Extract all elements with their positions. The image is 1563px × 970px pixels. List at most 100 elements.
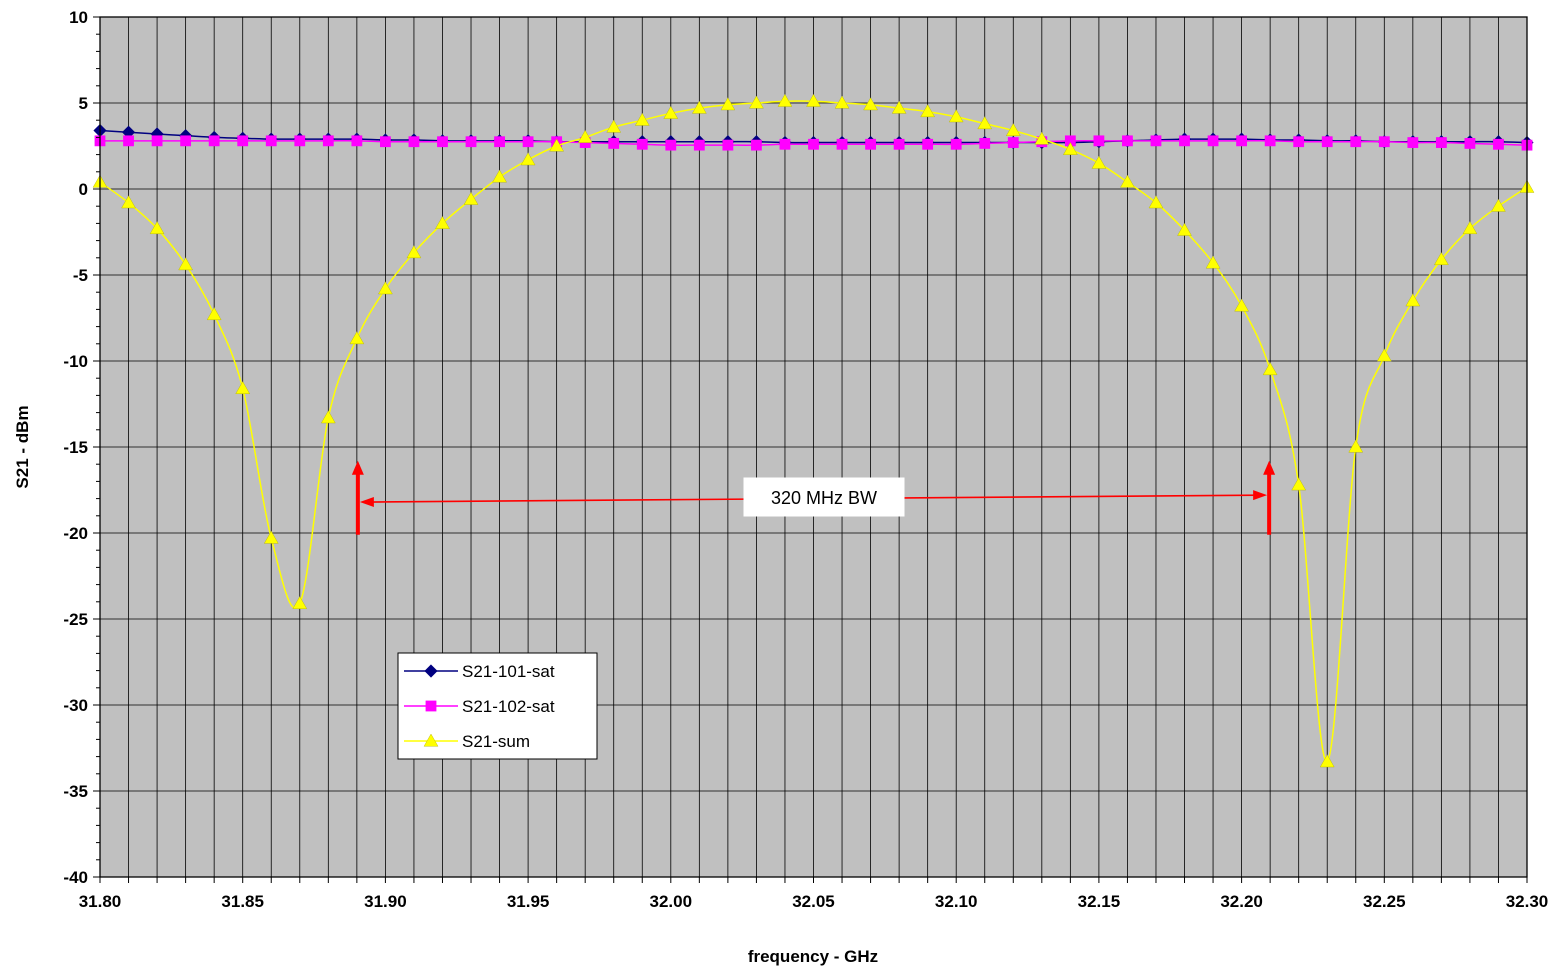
data-point xyxy=(408,136,420,148)
legend-swatch-marker xyxy=(425,700,437,712)
data-point xyxy=(977,116,993,130)
x-tick-label: 31.80 xyxy=(79,892,122,911)
data-point xyxy=(1262,362,1278,376)
y-tick-label: -20 xyxy=(63,524,88,543)
x-tick-label: 32.20 xyxy=(1220,892,1263,911)
data-point xyxy=(751,139,762,151)
data-point xyxy=(1464,138,1476,149)
x-tick-label: 31.90 xyxy=(364,892,407,911)
data-point xyxy=(1321,136,1333,148)
data-point xyxy=(1434,252,1449,265)
data-point xyxy=(948,109,964,123)
data-point xyxy=(208,135,220,147)
data-point xyxy=(722,139,734,151)
data-point xyxy=(1034,131,1050,145)
x-tick-label: 31.95 xyxy=(507,892,550,911)
data-point xyxy=(292,596,308,609)
data-point xyxy=(1205,255,1221,269)
data-point xyxy=(378,281,393,295)
data-point xyxy=(406,245,422,259)
data-point xyxy=(893,138,905,150)
data-point xyxy=(1122,135,1133,147)
right-marker-arrow-head xyxy=(1263,460,1276,475)
x-tick-label: 32.10 xyxy=(935,892,978,911)
data-point xyxy=(950,138,962,150)
data-point xyxy=(237,135,249,147)
data-point xyxy=(779,138,791,150)
data-point xyxy=(693,139,705,151)
data-point xyxy=(577,129,593,143)
annotation: 320 MHz BW xyxy=(351,460,1276,535)
data-point xyxy=(1120,174,1135,188)
data-point xyxy=(1177,222,1192,236)
legend: S21-101-sat S21-102-sat S21-sum xyxy=(397,652,598,760)
data-point xyxy=(1350,136,1362,148)
data-point xyxy=(1493,138,1504,150)
axis-ticks: 10 5 0 -5 -10 -15 -20 -25 -30 -35 -40 31.80 31.85 31.… xyxy=(63,8,1548,911)
y-tick-label: -15 xyxy=(63,438,88,457)
data-point xyxy=(265,135,277,147)
data-point xyxy=(463,191,479,205)
data-point xyxy=(1462,221,1478,235)
legend-swatch-marker xyxy=(423,733,439,747)
data-point xyxy=(1091,155,1107,169)
x-tick-label: 31.85 xyxy=(221,892,264,911)
legend-swatch-marker xyxy=(424,664,438,678)
data-point xyxy=(663,105,679,119)
data-point xyxy=(920,104,936,118)
data-point xyxy=(834,95,850,109)
series-line xyxy=(99,100,1528,763)
data-point xyxy=(806,93,821,107)
x-tick-label: 32.25 xyxy=(1363,892,1406,911)
data-point xyxy=(808,138,819,150)
x-axis-title: frequency - GHz xyxy=(748,947,878,966)
data-point xyxy=(1291,477,1307,491)
data-point xyxy=(151,135,163,147)
data-point xyxy=(322,135,334,147)
data-point xyxy=(263,530,279,544)
data-point xyxy=(608,138,620,149)
data-point xyxy=(979,138,991,149)
data-point xyxy=(634,112,650,126)
data-point xyxy=(465,136,477,148)
data-point xyxy=(522,136,534,148)
data-point xyxy=(836,138,848,150)
data-point xyxy=(1407,137,1419,148)
data-point xyxy=(1207,135,1219,147)
data-point xyxy=(492,169,507,183)
data-point xyxy=(123,135,134,147)
left-marker-arrow-head xyxy=(351,460,364,475)
data-point xyxy=(1148,195,1164,209)
x-tick-label: 32.15 xyxy=(1078,892,1121,911)
legend-item: S21-101-sat xyxy=(404,662,555,681)
data-point xyxy=(1405,293,1421,307)
data-point xyxy=(178,257,193,271)
x-tick-label: 32.30 xyxy=(1506,892,1549,911)
series-layer xyxy=(92,93,1535,768)
data-point xyxy=(437,136,448,148)
series-S21-sum xyxy=(92,93,1535,768)
y-tick-label: -35 xyxy=(63,782,88,801)
y-tick-label: 10 xyxy=(69,8,88,27)
data-point xyxy=(351,135,363,147)
data-point xyxy=(922,138,934,150)
y-tick-label: -30 xyxy=(63,696,88,715)
data-point xyxy=(1378,136,1390,148)
data-point xyxy=(1348,439,1364,453)
data-point xyxy=(1319,754,1335,768)
data-point xyxy=(749,95,764,109)
data-point xyxy=(149,221,165,235)
annotation-box xyxy=(743,477,905,517)
bandwidth-arrow-right xyxy=(1253,490,1268,501)
data-point xyxy=(379,136,391,148)
legend-item: S21-sum xyxy=(404,732,530,751)
y-tick-label: -5 xyxy=(73,266,88,285)
y-tick-label: 5 xyxy=(79,94,88,113)
y-tick-label: -25 xyxy=(63,610,88,629)
data-point xyxy=(494,136,505,148)
y-tick-label: -40 xyxy=(63,868,88,887)
y-tick-label: 0 xyxy=(79,180,88,199)
data-point xyxy=(1264,135,1276,147)
data-point xyxy=(1293,136,1305,148)
